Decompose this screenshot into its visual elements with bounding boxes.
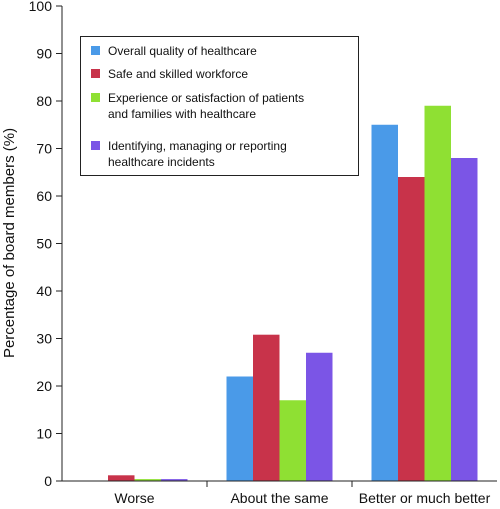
legend-label: Safe and skilled workforce — [108, 67, 248, 81]
category-label: Worse — [114, 490, 154, 506]
y-tick-label: 100 — [29, 0, 53, 14]
legend-label: healthcare incidents — [108, 155, 215, 169]
bar — [306, 352, 333, 481]
bar — [424, 105, 451, 481]
bar — [134, 479, 161, 481]
x-axis: Worse About the same Better or much better — [114, 481, 491, 506]
legend-swatch — [91, 69, 100, 78]
bar — [226, 376, 253, 481]
legend-label: and families with healthcare — [108, 107, 256, 121]
y-axis: 0 10 20 30 40 50 60 70 80 90 100 — [29, 0, 62, 489]
bar — [161, 479, 188, 481]
legend-label: Identifying, managing or reporting — [108, 139, 287, 153]
legend-label: Overall quality of healthcare — [108, 44, 257, 58]
y-tick-label: 40 — [36, 283, 52, 299]
y-tick-label: 60 — [36, 188, 52, 204]
bar — [279, 400, 306, 481]
bars — [108, 105, 478, 481]
legend: Overall quality of healthcare Safe and sk… — [80, 36, 359, 176]
legend-swatch — [91, 46, 100, 55]
bar — [371, 124, 398, 481]
bar — [451, 158, 478, 481]
legend-swatch — [91, 141, 100, 150]
y-tick-label: 50 — [36, 236, 52, 252]
y-axis-title: Percentage of board members (%) — [1, 128, 18, 358]
axes — [61, 6, 497, 482]
y-tick-label: 10 — [36, 426, 52, 442]
y-tick-label: 70 — [36, 141, 52, 157]
category-label: Better or much better — [359, 490, 491, 506]
bar — [253, 334, 280, 481]
bar — [398, 177, 425, 481]
y-tick-label: 30 — [36, 331, 52, 347]
legend-box — [80, 36, 359, 176]
y-tick-label: 20 — [36, 378, 52, 394]
category-label: About the same — [230, 490, 328, 506]
bar — [108, 475, 135, 481]
y-tick-label: 0 — [44, 473, 52, 489]
y-tick-label: 90 — [36, 46, 52, 62]
y-tick-label: 80 — [36, 93, 52, 109]
legend-swatch — [91, 93, 100, 102]
legend-label: Experience or satisfaction of patients — [108, 91, 304, 105]
